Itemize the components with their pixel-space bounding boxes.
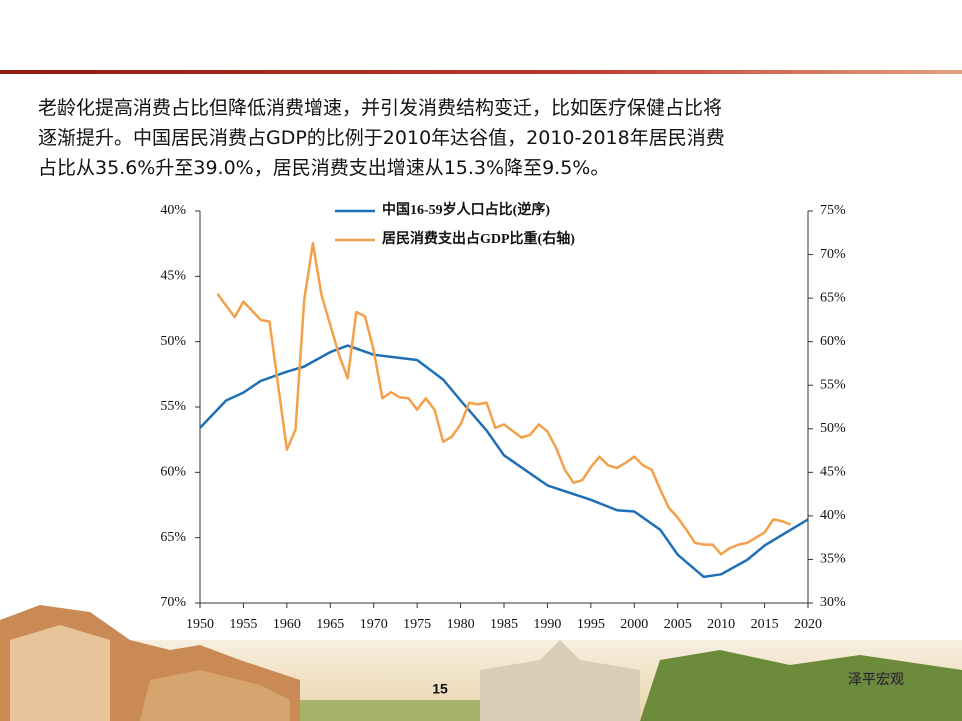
y-tick-label: 55% (160, 399, 186, 414)
y2-tick-label: 30% (820, 595, 846, 610)
watermark: 泽平宏观 (848, 672, 904, 688)
x-tick-label: 2000 (620, 617, 648, 632)
header-line: 占比从35.6%升至39.0%，居民消费支出增速从15.3%降至9.5%。 (38, 157, 610, 179)
y2-tick-label: 60% (820, 334, 846, 349)
y2-tick-label: 55% (820, 377, 846, 392)
x-tick-label: 1955 (229, 617, 257, 632)
y-tick-label: 60% (160, 465, 186, 480)
y2-tick-label: 35% (820, 552, 846, 567)
series-line (216, 241, 792, 556)
y2-tick-label: 75% (820, 203, 846, 218)
x-tick-label: 1990 (533, 617, 561, 632)
header-rule (0, 70, 962, 74)
x-tick-label: 1950 (186, 617, 214, 632)
y2-tick-label: 45% (820, 465, 846, 480)
x-tick-label: 1970 (360, 617, 388, 632)
x-tick-label: 1960 (273, 617, 301, 632)
page-number: 15 (432, 681, 448, 697)
x-tick-label: 1975 (403, 617, 431, 632)
y-tick-label: 45% (160, 269, 186, 284)
y-tick-label: 50% (160, 334, 186, 349)
y-tick-label: 70% (160, 595, 186, 610)
y2-tick-label: 65% (820, 290, 846, 305)
header-line: 逐渐提升。中国居民消费占GDP的比例于2010年达谷值，2010-2018年居民… (38, 127, 725, 149)
y2-tick-label: 40% (820, 508, 846, 523)
x-tick-label: 1965 (316, 617, 344, 632)
x-tick-label: 2005 (664, 617, 692, 632)
footer-landscape (0, 605, 962, 721)
y-tick-label: 40% (160, 203, 186, 218)
y2-tick-label: 70% (820, 247, 846, 262)
x-tick-label: 2010 (707, 617, 735, 632)
x-tick-label: 2015 (751, 617, 779, 632)
legend-label: 中国16-59岁人口占比(逆序) (382, 201, 550, 218)
series-line (199, 344, 809, 579)
legend-label: 居民消费支出占GDP比重(右轴) (382, 230, 575, 247)
x-tick-label: 2020 (794, 617, 822, 632)
y-tick-label: 65% (160, 530, 186, 545)
header-line: 老龄化提高消费占比但降低消费增速，并引发消费结构变迁，比如医疗保健占比将 (38, 97, 723, 119)
y2-tick-label: 50% (820, 421, 846, 436)
x-tick-label: 1985 (490, 617, 518, 632)
x-tick-label: 1980 (447, 617, 475, 632)
x-tick-label: 1995 (577, 617, 605, 632)
